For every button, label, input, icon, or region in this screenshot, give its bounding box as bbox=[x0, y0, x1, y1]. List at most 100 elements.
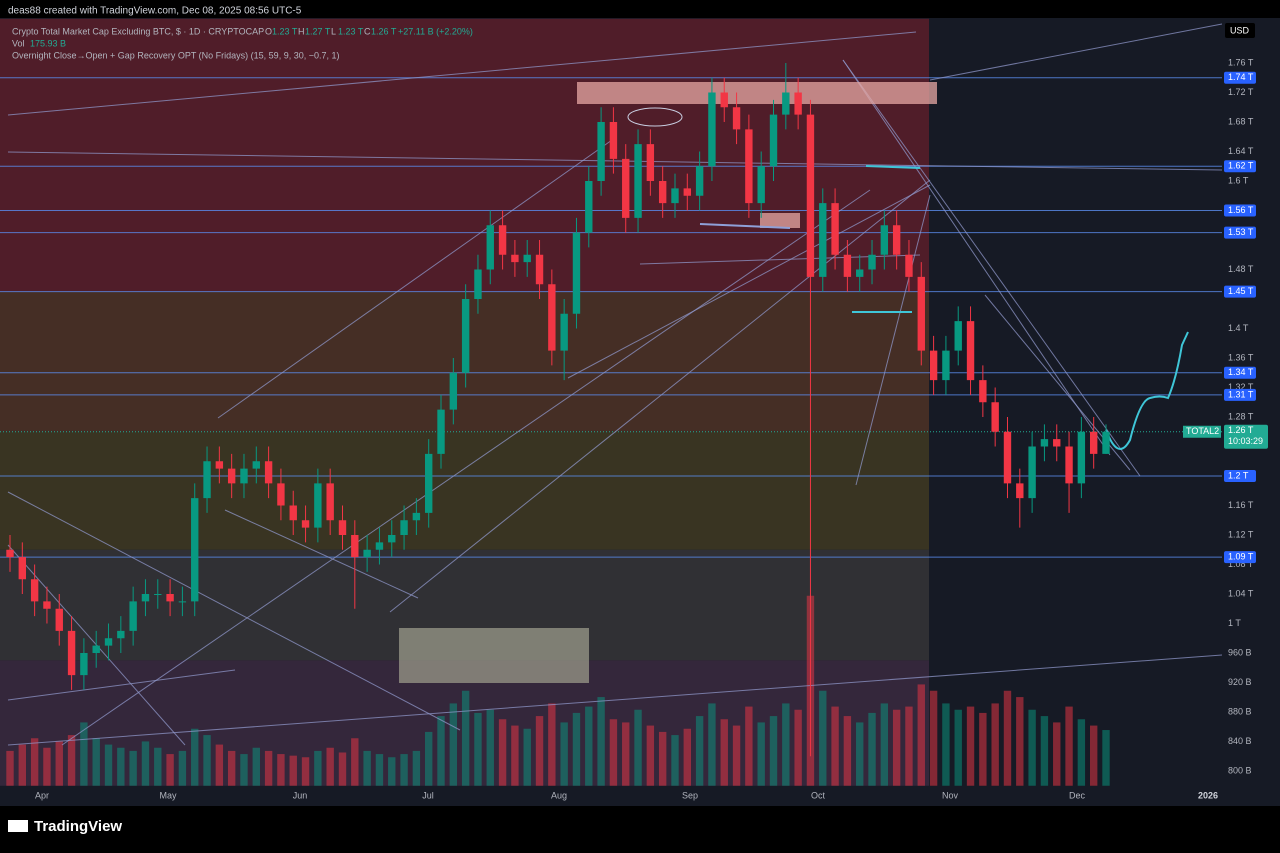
candle-body bbox=[658, 181, 667, 204]
level-label: 1.34 T bbox=[1228, 367, 1254, 377]
volume-bar bbox=[658, 731, 667, 786]
trendline bbox=[855, 194, 931, 486]
candle-body bbox=[1016, 483, 1024, 499]
volume-bar bbox=[43, 747, 51, 786]
trendline bbox=[929, 23, 1223, 81]
candle-body bbox=[30, 579, 39, 602]
volume-bar bbox=[892, 709, 901, 786]
y-tick-label: 1.4 T bbox=[1228, 323, 1249, 333]
candle-body bbox=[511, 254, 519, 263]
volume-bar bbox=[67, 735, 76, 786]
zone-box bbox=[577, 82, 937, 104]
candle-body bbox=[806, 114, 815, 277]
y-tick-label: 1 T bbox=[1228, 618, 1241, 628]
candle-body bbox=[757, 166, 765, 204]
candle-body bbox=[55, 608, 63, 631]
volume-bar bbox=[683, 728, 691, 786]
candle-body bbox=[104, 638, 113, 646]
candle-body bbox=[203, 461, 211, 499]
level-label: 1.56 T bbox=[1228, 205, 1254, 215]
volume-bar bbox=[843, 716, 852, 786]
zone-box bbox=[399, 628, 589, 683]
candle-body bbox=[461, 299, 470, 373]
y-tick-label: 840 B bbox=[1228, 736, 1252, 746]
volume-bar bbox=[314, 750, 322, 786]
level-box bbox=[1224, 160, 1256, 173]
indicator: Overnight Close→Open + Gap Recovery OPT … bbox=[12, 50, 339, 60]
volume-bar bbox=[1089, 725, 1098, 786]
countdown: 10:03:29 bbox=[1228, 436, 1263, 446]
time-axis bbox=[0, 786, 1280, 806]
candle-body bbox=[67, 630, 76, 676]
level-box bbox=[1224, 551, 1256, 564]
volume-bar bbox=[732, 725, 741, 786]
candle-body bbox=[671, 188, 679, 204]
level-label: 1.31 T bbox=[1228, 389, 1254, 399]
logo-mark bbox=[8, 820, 28, 832]
candle-body bbox=[264, 461, 273, 484]
volume-bar bbox=[708, 703, 716, 786]
volume-bar bbox=[942, 703, 950, 786]
candle-body bbox=[535, 254, 544, 285]
candle-body bbox=[769, 114, 778, 167]
y-tick-label: 960 B bbox=[1228, 647, 1252, 657]
volume-bar bbox=[92, 738, 100, 786]
currency-box bbox=[1225, 23, 1255, 38]
candle-body bbox=[326, 483, 334, 521]
level-box bbox=[1224, 388, 1256, 401]
volume-bar bbox=[1053, 722, 1061, 786]
volume-bar bbox=[634, 709, 642, 786]
volume-bar bbox=[954, 709, 962, 786]
candle-body bbox=[794, 92, 802, 115]
candle-body bbox=[289, 505, 297, 521]
trendline bbox=[224, 509, 419, 599]
candle-body bbox=[301, 520, 310, 528]
candle-body bbox=[683, 188, 691, 196]
volume-bar bbox=[868, 712, 876, 786]
level-label: 1.2 T bbox=[1228, 470, 1249, 480]
candle-body bbox=[732, 107, 741, 130]
candle-body bbox=[314, 483, 322, 528]
y-tick-label: 1.48 T bbox=[1228, 264, 1254, 274]
volume-value: 175.93 B bbox=[30, 38, 66, 48]
volume-bar bbox=[141, 741, 150, 786]
candle-body bbox=[954, 321, 962, 351]
candle-body bbox=[892, 225, 901, 255]
volume-bar bbox=[646, 725, 655, 786]
volume-bar bbox=[794, 709, 802, 786]
volume-bar bbox=[474, 712, 482, 786]
x-tick-label: Nov bbox=[942, 790, 959, 800]
candle-body bbox=[215, 461, 224, 469]
volume-bar bbox=[880, 703, 889, 786]
symbol: Crypto Total Market Cap Excluding BTC, $… bbox=[12, 26, 264, 36]
candle-body bbox=[720, 92, 728, 108]
candle-body bbox=[166, 594, 174, 602]
volume-bar bbox=[154, 747, 162, 786]
candle-body bbox=[252, 461, 260, 469]
volume-bar bbox=[55, 741, 63, 786]
candle-body bbox=[560, 313, 568, 351]
x-tick-label: Jul bbox=[422, 790, 434, 800]
level-box bbox=[1224, 366, 1256, 379]
volume-bar bbox=[609, 719, 618, 786]
candle-body bbox=[154, 594, 162, 595]
candle-body bbox=[141, 594, 150, 602]
volume-bar bbox=[412, 750, 421, 786]
candle-body bbox=[1102, 431, 1110, 454]
y-tick-label: 1.6 T bbox=[1228, 175, 1249, 185]
volume-bar bbox=[671, 735, 679, 786]
candle-body bbox=[868, 254, 876, 270]
volume-bar bbox=[917, 684, 925, 786]
y-tick-label: 1.08 T bbox=[1228, 559, 1254, 569]
volume-bar bbox=[18, 744, 27, 786]
candle-body bbox=[634, 144, 642, 218]
volume-bar bbox=[819, 690, 827, 786]
ohlc-value: 1.26 T bbox=[371, 26, 397, 36]
level-label: 1.09 T bbox=[1228, 552, 1254, 562]
candle-body bbox=[856, 269, 864, 277]
y-tick-label: 1.72 T bbox=[1228, 87, 1254, 97]
symbol-tag-box bbox=[1183, 425, 1221, 438]
candle-body bbox=[92, 645, 100, 653]
candle-body bbox=[18, 557, 27, 580]
y-tick-label: 1.04 T bbox=[1228, 588, 1254, 598]
